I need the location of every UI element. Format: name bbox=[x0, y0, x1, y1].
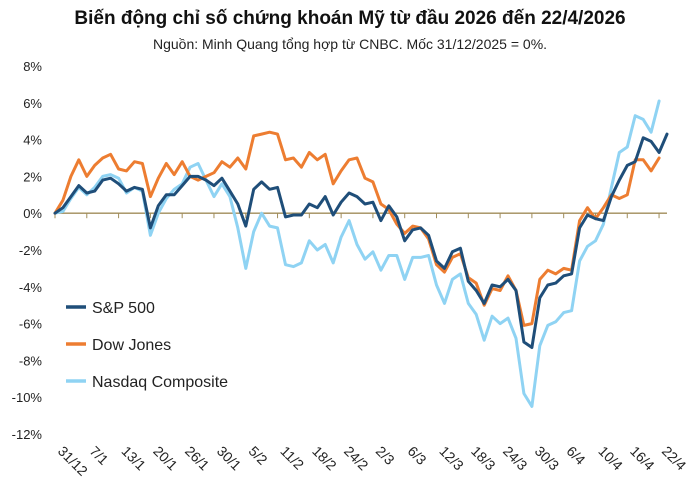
x-tick-label: 6/3 bbox=[405, 443, 430, 468]
x-tick-label: 22/4 bbox=[659, 443, 690, 474]
legend: S&P 500 Dow Jones Nasdaq Composite bbox=[66, 300, 228, 391]
series-line-dow-jones bbox=[53, 130, 661, 327]
y-tick-label: -8% bbox=[19, 353, 43, 368]
x-tick-label: 6/4 bbox=[564, 443, 589, 468]
y-tick-label: -12% bbox=[12, 427, 43, 442]
y-tick-label: -4% bbox=[19, 280, 43, 295]
y-tick-label: 6% bbox=[23, 96, 42, 111]
x-tick-label: 11/2 bbox=[277, 443, 307, 473]
x-tick-label: 16/4 bbox=[627, 443, 658, 474]
x-tick-label: 24/3 bbox=[500, 443, 531, 474]
x-tick-label: 31/12 bbox=[55, 443, 91, 479]
y-tick-label: 0% bbox=[23, 206, 42, 221]
plot-lines bbox=[53, 99, 669, 408]
y-tick-label: 8% bbox=[23, 59, 42, 74]
x-tick-label: 7/1 bbox=[87, 443, 112, 468]
legend-label: Nasdaq Composite bbox=[92, 374, 228, 391]
chart-subtitle: Nguồn: Minh Quang tổng hợp từ CNBC. Mốc … bbox=[152, 36, 548, 52]
x-tick-label: 30/3 bbox=[532, 443, 563, 474]
y-tick-label: -10% bbox=[12, 390, 43, 405]
y-tick-label: -6% bbox=[19, 317, 43, 332]
legend-label: Dow Jones bbox=[92, 337, 171, 354]
y-tick-label: 2% bbox=[23, 169, 42, 184]
x-tick-label: 18/2 bbox=[309, 443, 340, 474]
y-tick-label: -2% bbox=[19, 243, 43, 258]
series-line-nasdaq-composite bbox=[53, 99, 661, 408]
legend-label: S&P 500 bbox=[92, 300, 155, 317]
series-line-s-p-500 bbox=[53, 132, 669, 349]
x-tick-label: 10/4 bbox=[595, 443, 626, 474]
x-tick-label: 20/1 bbox=[150, 443, 181, 474]
x-tick-label: 18/3 bbox=[468, 443, 499, 474]
y-tick-label: 4% bbox=[23, 133, 42, 148]
x-tick-label: 2/3 bbox=[373, 443, 398, 468]
x-tick-label: 26/1 bbox=[182, 443, 213, 474]
chart-title: Biến động chỉ số chứng khoán Mỹ từ đầu 2… bbox=[74, 8, 626, 29]
x-tick-label: 5/2 bbox=[246, 443, 271, 468]
x-tick-label: 24/2 bbox=[341, 443, 372, 474]
x-tick-label: 30/1 bbox=[214, 443, 245, 474]
x-tick-label: 13/1 bbox=[118, 443, 149, 474]
x-tick-label: 12/3 bbox=[436, 443, 467, 474]
